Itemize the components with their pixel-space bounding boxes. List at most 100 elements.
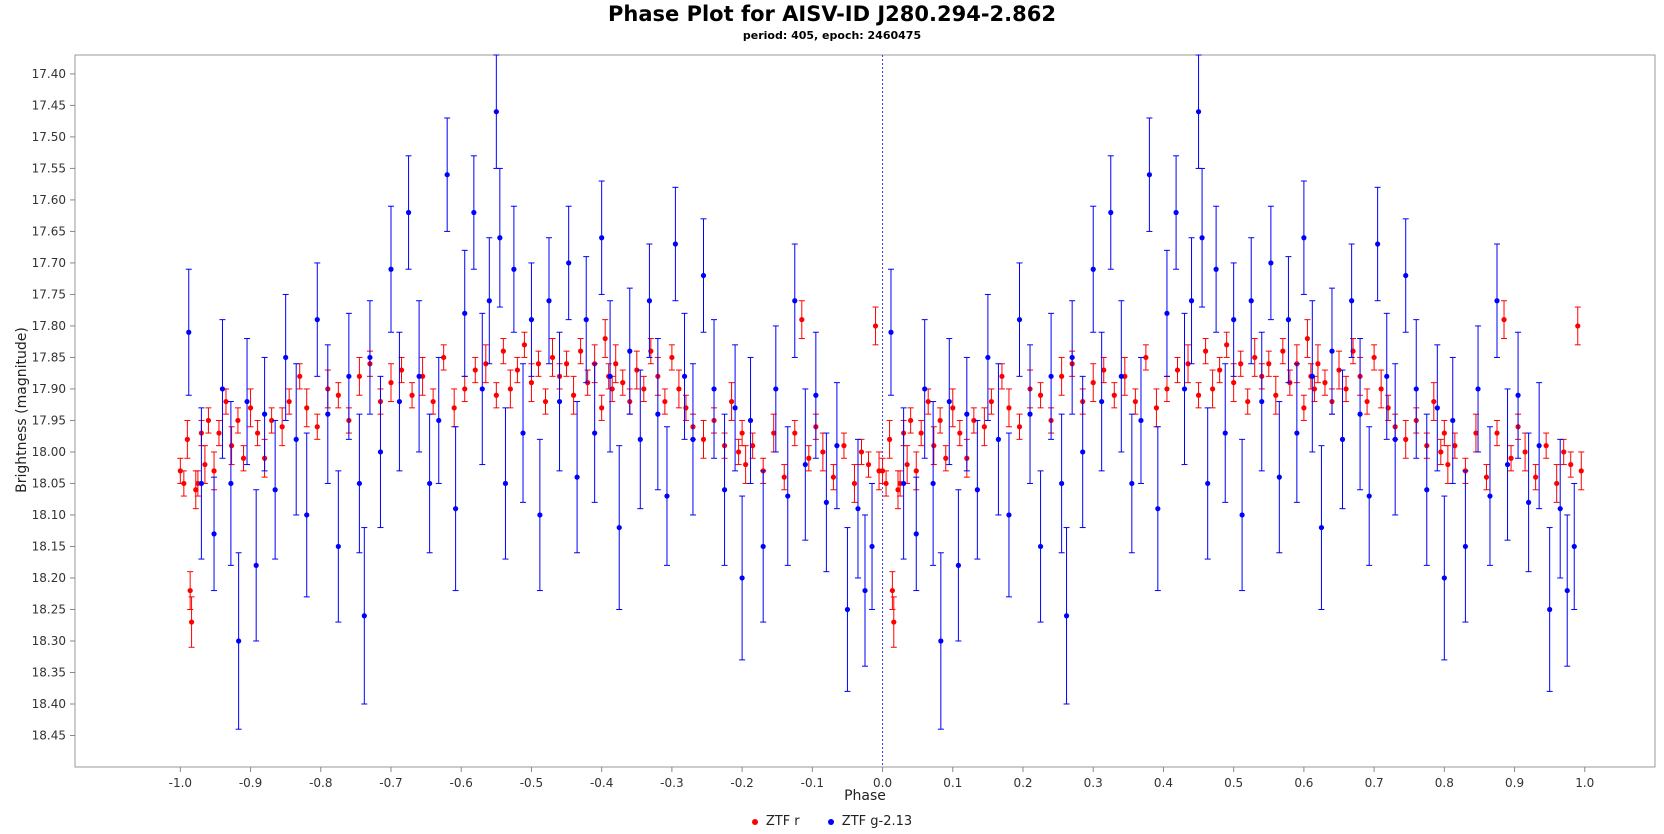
- ztf-r-point: [908, 417, 914, 424]
- ztf-r-point: [521, 342, 528, 348]
- ztf-g-point: [1494, 298, 1500, 304]
- ztf-g-point: [1138, 417, 1144, 424]
- ztf-r-point: [1164, 386, 1170, 392]
- ztf-g-point: [862, 587, 868, 594]
- ztf-r-point: [1224, 342, 1230, 348]
- ztf-g-point: [293, 436, 299, 442]
- ztf-g-point: [1016, 317, 1023, 323]
- ztf-r-point: [177, 468, 183, 474]
- ztf-r-point: [542, 398, 549, 405]
- ztf-g-point: [1027, 411, 1033, 417]
- ztf-r-point: [662, 398, 668, 405]
- ztf-r-point: [528, 380, 535, 386]
- ztf-r-point: [1343, 386, 1349, 392]
- ztf-g-point: [244, 398, 250, 405]
- legend-item-ztf-g: ZTF g-2.13: [827, 814, 912, 829]
- x-tick-label: 0.3: [1084, 776, 1103, 790]
- ztf-g-point: [1462, 543, 1468, 550]
- ztf-g-point: [1090, 266, 1096, 272]
- ztf-g-point: [1173, 209, 1179, 216]
- ztf-g-point: [1099, 398, 1105, 405]
- ztf-r-point: [1441, 430, 1447, 436]
- ztf-r-point: [1006, 405, 1012, 411]
- ztf-r-point: [1101, 367, 1107, 373]
- ztf-r-point: [1195, 392, 1202, 398]
- ztf-r-point: [1438, 449, 1444, 455]
- ztf-r-point: [483, 361, 489, 367]
- ztf-r-point: [1473, 430, 1479, 436]
- ztf-g-point: [1231, 317, 1237, 323]
- ztf-g-point: [785, 493, 791, 499]
- ztf-r-point: [254, 430, 261, 436]
- ztf-r-point: [609, 386, 615, 392]
- ztf-g-point: [416, 373, 422, 379]
- y-tick-label: 17.45: [32, 98, 66, 112]
- ztf-g-point: [1276, 474, 1282, 480]
- ztf-r-point: [913, 468, 919, 474]
- ztf-r-point: [641, 386, 647, 392]
- ztf-g-point: [228, 480, 234, 487]
- ztf-g-point: [1366, 493, 1372, 499]
- ztf-g-point: [361, 613, 367, 619]
- ztf-g-point: [655, 411, 661, 417]
- ztf-r-point: [1315, 361, 1321, 367]
- ztf-r-point: [1231, 380, 1237, 386]
- x-tick-label: 0.4: [1154, 776, 1173, 790]
- legend-label-ztf-r: ZTF r: [765, 814, 800, 829]
- ztf-r-point: [202, 461, 208, 468]
- y-tick-label: 17.85: [32, 350, 66, 364]
- ztf-r-point: [216, 430, 222, 436]
- ztf-g-point: [646, 298, 653, 304]
- ztf-r-point: [634, 367, 640, 373]
- ztf-r-point: [599, 405, 605, 411]
- ztf-g-point: [1515, 392, 1521, 398]
- ztf-g-point: [721, 487, 728, 493]
- ztf-g-point: [1339, 436, 1346, 442]
- y-tick-label: 18.10: [32, 508, 66, 522]
- chart-title: Phase Plot for AISV-ID J280.294-2.862: [608, 2, 1056, 26]
- ztf-g-point: [444, 172, 450, 178]
- ztf-g-point: [637, 436, 643, 442]
- ztf-r-point: [736, 449, 742, 455]
- ztf-r-point: [999, 373, 1005, 379]
- ztf-g-point: [1108, 209, 1114, 216]
- ztf-g-point: [198, 480, 204, 487]
- ztf-g-point: [1195, 109, 1202, 115]
- x-tick-label: -0.2: [730, 776, 753, 790]
- ztf-r-point: [1508, 455, 1514, 461]
- ztf-g-point: [1564, 587, 1570, 594]
- legend-marker-blue: [827, 818, 834, 825]
- ztf-g-point: [1487, 493, 1493, 499]
- ztf-g-point: [834, 443, 840, 449]
- y-tick-label: 17.75: [32, 287, 66, 301]
- ztf-r-point: [1371, 354, 1377, 361]
- ztf-g-point: [283, 354, 289, 361]
- ztf-g-point: [922, 386, 928, 392]
- ztf-g-point: [453, 506, 459, 512]
- ztf-g-point: [486, 298, 492, 304]
- ztf-g-point: [1413, 386, 1419, 392]
- ztf-r-point: [462, 386, 468, 392]
- ztf-g-point: [681, 373, 688, 379]
- ztf-r-point: [1090, 380, 1096, 386]
- ztf-g-point: [1450, 417, 1456, 424]
- ztf-r-point: [865, 461, 872, 468]
- ztf-r-point: [1578, 468, 1584, 474]
- ztf-g-point: [607, 373, 613, 379]
- ztf-r-point: [235, 417, 241, 424]
- ztf-r-point: [451, 405, 457, 411]
- ztf-g-point: [335, 543, 341, 550]
- ztf-g-point: [1301, 235, 1307, 241]
- ztf-g-point: [520, 430, 526, 436]
- x-tick-label: 0.2: [1013, 776, 1032, 790]
- x-tick-label: 0.9: [1505, 776, 1524, 790]
- series-ztf-g: [185, 54, 1578, 730]
- ztf-r-point: [409, 392, 415, 398]
- ztf-r-point: [1153, 405, 1160, 411]
- ztf-g-point: [672, 241, 679, 247]
- ztf-g-point: [1434, 405, 1440, 411]
- ztf-r-point: [211, 468, 217, 474]
- ztf-r-point: [943, 455, 949, 461]
- ztf-g-point: [1424, 487, 1430, 493]
- ztf-r-point: [1266, 361, 1272, 367]
